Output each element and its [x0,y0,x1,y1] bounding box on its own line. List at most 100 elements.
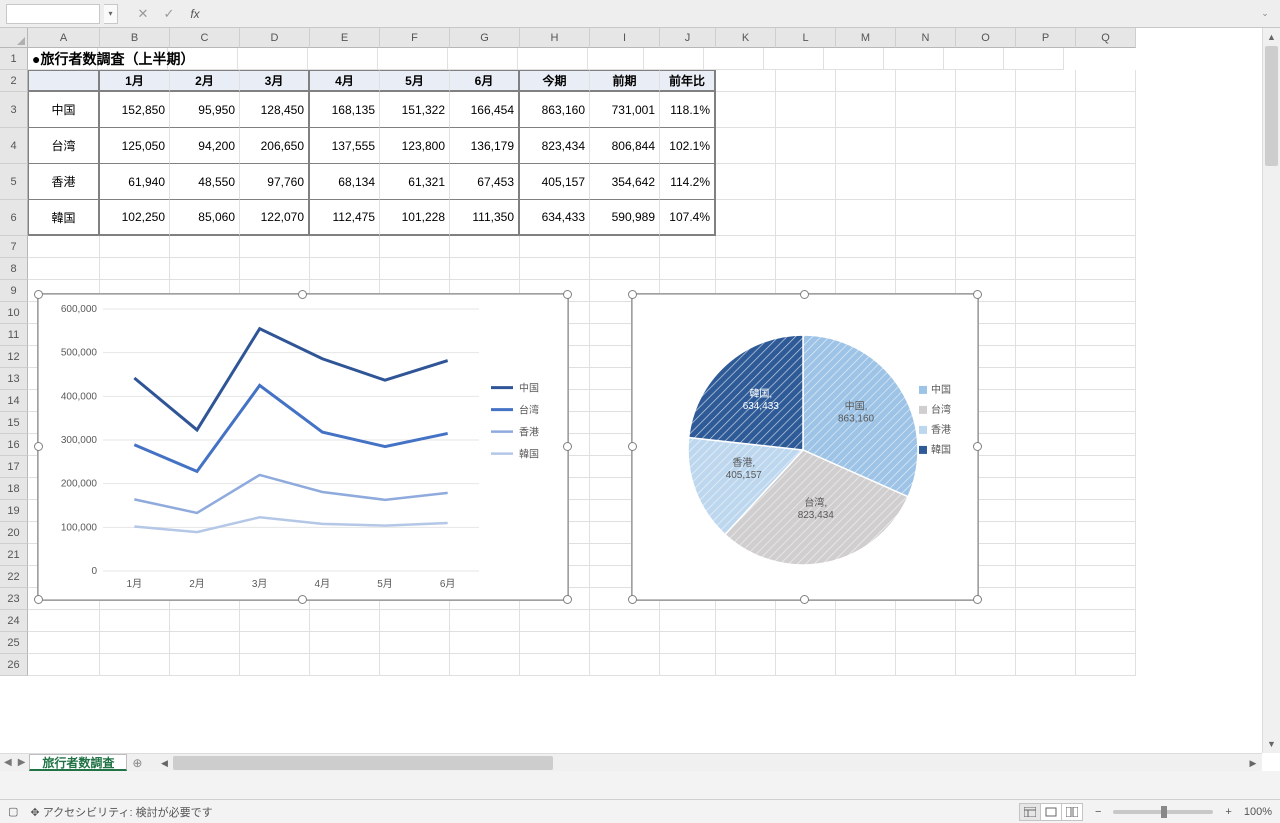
cell[interactable] [1076,412,1136,434]
column-header[interactable]: F [380,28,450,48]
cell[interactable] [1016,390,1076,412]
cell[interactable] [836,164,896,200]
cell[interactable]: 128,450 [240,92,310,128]
resize-handle[interactable] [973,442,982,451]
cell[interactable] [836,654,896,676]
select-all-corner[interactable] [0,28,28,48]
column-headers[interactable]: ABCDEFGHIJKLMNOPQ [28,28,1136,48]
cell[interactable] [28,236,100,258]
cell[interactable] [716,92,776,128]
cell[interactable] [1076,632,1136,654]
cell[interactable] [956,236,1016,258]
cell[interactable]: 今期 [520,70,590,92]
cell[interactable] [896,610,956,632]
cell[interactable] [836,92,896,128]
cell[interactable] [520,632,590,654]
resize-handle[interactable] [973,595,982,604]
cell[interactable] [518,48,588,70]
cell[interactable] [836,70,896,92]
cell[interactable]: 97,760 [240,164,310,200]
cell[interactable] [170,654,240,676]
cell[interactable] [1016,236,1076,258]
cell[interactable] [100,632,170,654]
accessibility-status[interactable]: ✥ アクセシビリティ: 検討が必要です [30,804,212,820]
formula-bar-expand[interactable]: ⌄ [1256,8,1274,19]
cell[interactable] [1016,632,1076,654]
cell[interactable] [520,610,590,632]
cell[interactable] [1016,164,1076,200]
cell[interactable] [380,610,450,632]
tab-nav[interactable]: ◀▶ [0,754,29,771]
row-header[interactable]: 19 [0,500,28,522]
cell[interactable]: 韓国 [28,200,100,236]
cell[interactable]: 5月 [380,70,450,92]
macro-record-icon[interactable]: ▢ [8,805,18,818]
cell[interactable] [884,48,944,70]
cell[interactable] [1076,302,1136,324]
cell[interactable] [450,610,520,632]
resize-handle[interactable] [628,442,637,451]
cell[interactable]: 405,157 [520,164,590,200]
cell[interactable]: 123,800 [380,128,450,164]
cell[interactable] [240,610,310,632]
enter-icon[interactable]: ✓ [158,3,180,25]
cell[interactable] [1076,128,1136,164]
cell[interactable] [1016,456,1076,478]
row-header[interactable]: 13 [0,368,28,390]
cell[interactable]: 102,250 [100,200,170,236]
resize-handle[interactable] [800,290,809,299]
zoom-level[interactable]: 100% [1244,806,1272,818]
cell[interactable]: 94,200 [170,128,240,164]
column-header[interactable]: D [240,28,310,48]
cell[interactable] [520,236,590,258]
cell[interactable] [704,48,764,70]
cell[interactable] [1076,610,1136,632]
cell[interactable]: 101,228 [380,200,450,236]
cell[interactable]: 61,940 [100,164,170,200]
cell[interactable] [1016,544,1076,566]
cell[interactable] [776,632,836,654]
cell[interactable]: 137,555 [310,128,380,164]
cell[interactable]: 806,844 [590,128,660,164]
row-header[interactable]: 3 [0,92,28,128]
cell[interactable] [590,610,660,632]
cell[interactable] [716,164,776,200]
cell[interactable]: 48,550 [170,164,240,200]
cell[interactable] [590,258,660,280]
cell[interactable] [450,258,520,280]
cell[interactable]: 6月 [450,70,520,92]
cell[interactable] [1016,522,1076,544]
new-sheet-button[interactable]: ⊕ [127,754,147,771]
cell[interactable] [1076,200,1136,236]
row-header[interactable]: 15 [0,412,28,434]
cell[interactable] [240,236,310,258]
zoom-slider[interactable] [1113,810,1213,814]
zoom-in-button[interactable]: + [1225,806,1231,818]
cell[interactable] [776,92,836,128]
cell[interactable] [956,632,1016,654]
cell[interactable] [660,654,716,676]
cell[interactable]: 863,160 [520,92,590,128]
cell[interactable] [240,654,310,676]
cell[interactable] [1076,566,1136,588]
cell[interactable] [1076,522,1136,544]
cell[interactable] [716,632,776,654]
cell[interactable] [956,258,1016,280]
cell[interactable] [310,610,380,632]
cell[interactable]: 151,322 [380,92,450,128]
cell[interactable] [1076,500,1136,522]
cell[interactable]: 354,642 [590,164,660,200]
cell[interactable] [716,236,776,258]
cell[interactable] [1016,566,1076,588]
row-header[interactable]: 26 [0,654,28,676]
cell[interactable] [520,654,590,676]
column-header[interactable]: A [28,28,100,48]
cell[interactable] [380,258,450,280]
cell[interactable] [1076,236,1136,258]
cell[interactable] [836,236,896,258]
cell[interactable]: 前年比 [660,70,716,92]
cell[interactable]: 4月 [310,70,380,92]
cell[interactable] [1076,346,1136,368]
cell[interactable]: 112,475 [310,200,380,236]
cell[interactable] [170,236,240,258]
